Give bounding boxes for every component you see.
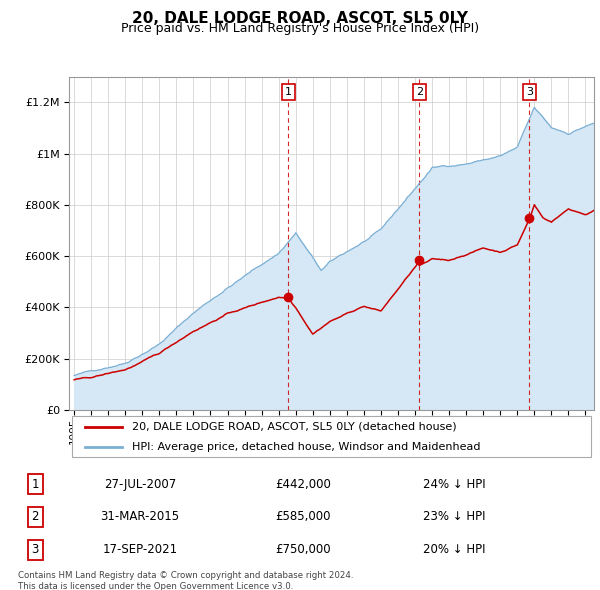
Text: 1: 1 xyxy=(32,478,39,491)
Text: 17-SEP-2021: 17-SEP-2021 xyxy=(103,543,178,556)
FancyBboxPatch shape xyxy=(71,415,592,457)
Text: 2: 2 xyxy=(32,510,39,523)
Text: £585,000: £585,000 xyxy=(275,510,331,523)
Text: £442,000: £442,000 xyxy=(275,478,331,491)
Text: 1: 1 xyxy=(285,87,292,97)
Text: Price paid vs. HM Land Registry's House Price Index (HPI): Price paid vs. HM Land Registry's House … xyxy=(121,22,479,35)
Text: 20, DALE LODGE ROAD, ASCOT, SL5 0LY: 20, DALE LODGE ROAD, ASCOT, SL5 0LY xyxy=(132,11,468,25)
Text: Contains HM Land Registry data © Crown copyright and database right 2024.
This d: Contains HM Land Registry data © Crown c… xyxy=(18,571,353,590)
Text: 23% ↓ HPI: 23% ↓ HPI xyxy=(423,510,485,523)
Text: 24% ↓ HPI: 24% ↓ HPI xyxy=(423,478,485,491)
Text: 2: 2 xyxy=(416,87,423,97)
Text: 27-JUL-2007: 27-JUL-2007 xyxy=(104,478,176,491)
Text: £750,000: £750,000 xyxy=(275,543,331,556)
Text: 3: 3 xyxy=(526,87,533,97)
Text: 20% ↓ HPI: 20% ↓ HPI xyxy=(423,543,485,556)
Text: HPI: Average price, detached house, Windsor and Maidenhead: HPI: Average price, detached house, Wind… xyxy=(132,442,481,452)
Text: 3: 3 xyxy=(32,543,39,556)
Text: 20, DALE LODGE ROAD, ASCOT, SL5 0LY (detached house): 20, DALE LODGE ROAD, ASCOT, SL5 0LY (det… xyxy=(132,422,457,432)
Text: 31-MAR-2015: 31-MAR-2015 xyxy=(100,510,179,523)
